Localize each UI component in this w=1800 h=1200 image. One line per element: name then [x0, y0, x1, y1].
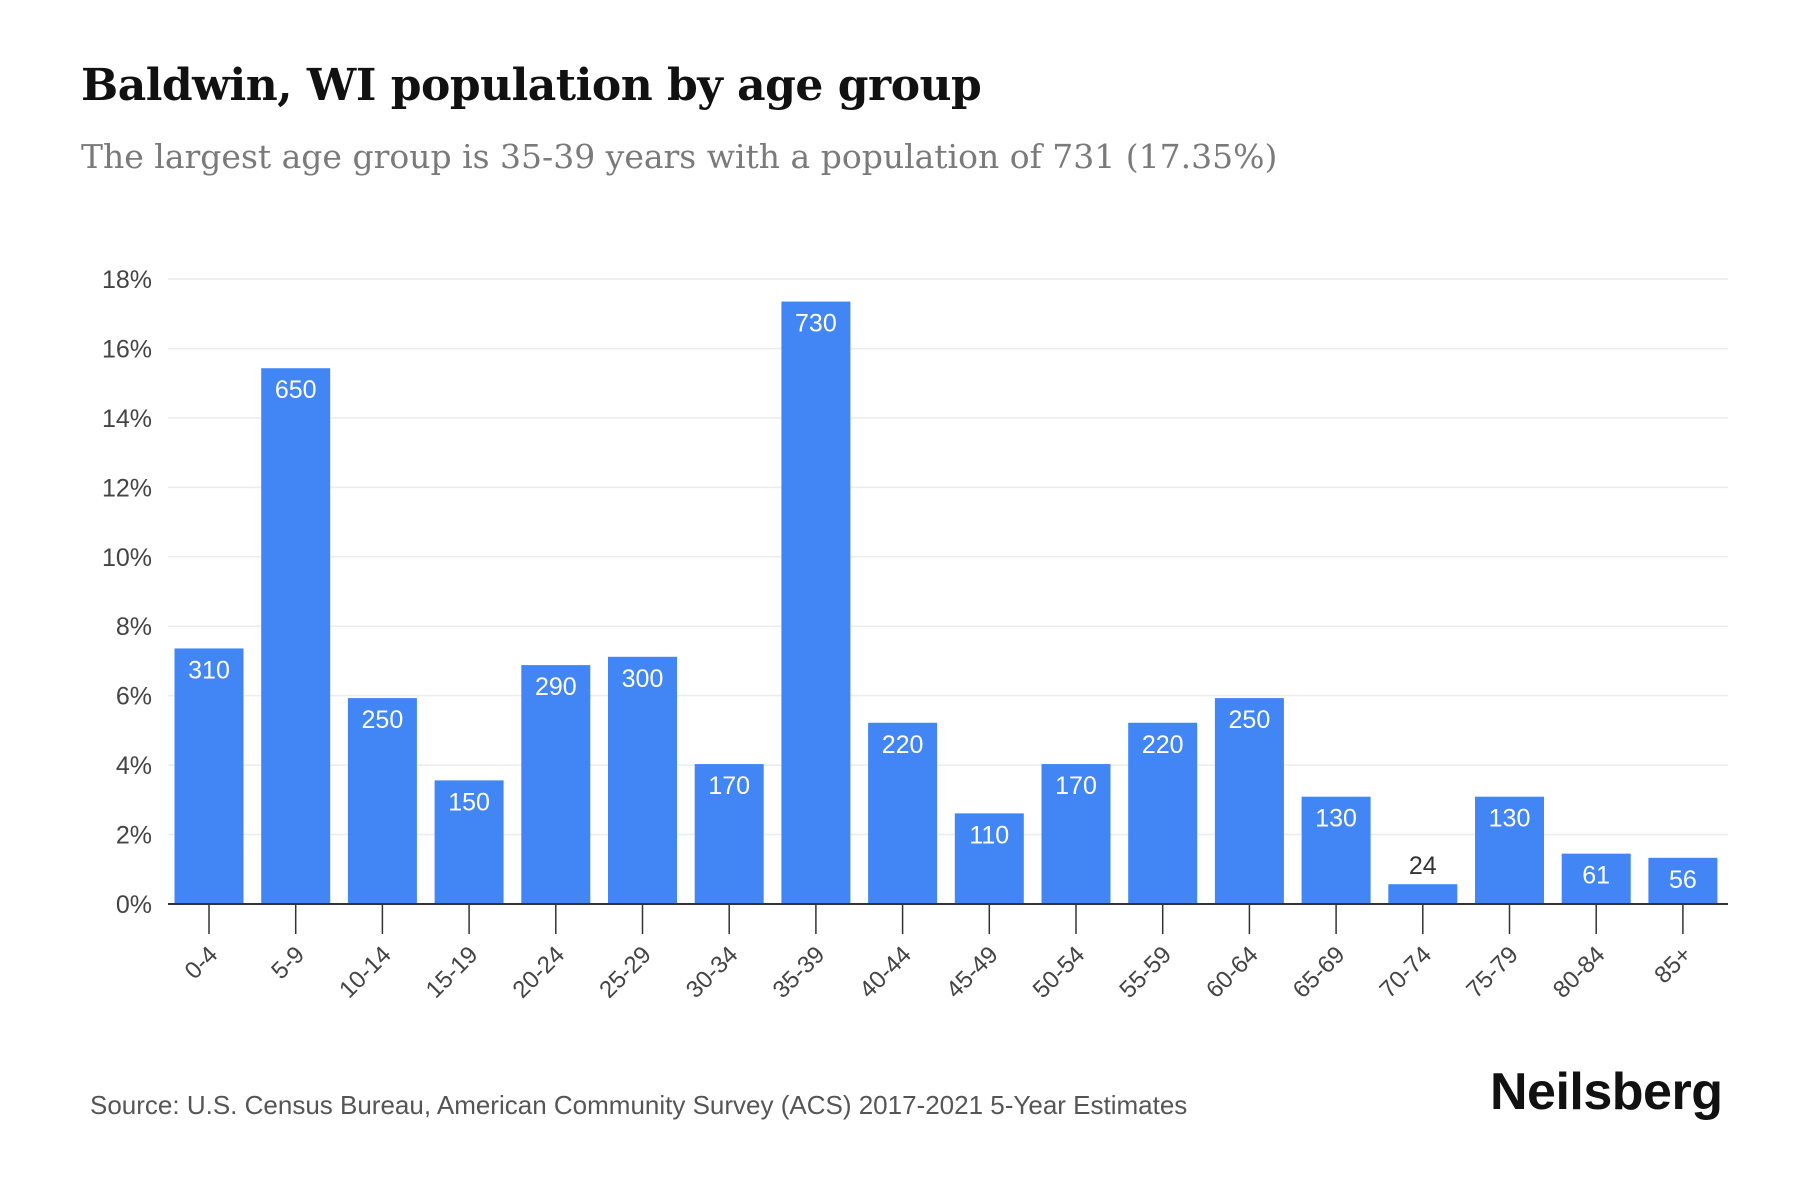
- data-label: 56: [1669, 866, 1697, 894]
- x-axis: [168, 903, 1728, 934]
- y-tick-label: 18%: [102, 266, 152, 294]
- data-label: 650: [275, 376, 317, 404]
- x-tick-label: 70-74: [1375, 941, 1438, 1004]
- chart-subtitle: The largest age group is 35-39 years wit…: [81, 137, 1278, 176]
- data-label: 310: [188, 656, 230, 684]
- data-label: 61: [1582, 862, 1610, 890]
- y-tick-label: 6%: [116, 683, 152, 711]
- data-label: 250: [362, 706, 404, 734]
- x-tick-label: 30-34: [681, 941, 744, 1004]
- bar-85+: [1648, 857, 1718, 904]
- y-tick-label: 0%: [116, 891, 152, 919]
- y-tick-label: 2%: [116, 822, 152, 850]
- x-tick-label: 5-9: [266, 941, 310, 985]
- x-tick-label: 40-44: [854, 941, 917, 1004]
- data-label: 250: [1229, 706, 1271, 734]
- y-tick-label: 16%: [102, 335, 152, 363]
- bar-5-9: [261, 368, 331, 905]
- data-label: 24: [1409, 852, 1437, 880]
- data-label: 170: [1055, 772, 1097, 800]
- data-labels: 310 650 250 150 290 300 170 730 220 110 170 220 250 1…: [188, 310, 1697, 894]
- x-tick-label: 20-24: [508, 941, 571, 1004]
- x-tick-label: 50-54: [1028, 941, 1091, 1004]
- data-label: 730: [795, 310, 837, 338]
- y-tick-label: 12%: [102, 474, 152, 502]
- bar-10-14: [347, 698, 417, 904]
- bar-75-79: [1475, 796, 1544, 904]
- y-tick-label: 4%: [116, 752, 152, 780]
- bar-60-64: [1214, 698, 1284, 904]
- bar-20-24: [521, 665, 591, 904]
- bar-65-69: [1301, 796, 1371, 904]
- x-tick-label: 85+: [1649, 941, 1697, 989]
- x-tick-label: 35-39: [768, 941, 831, 1004]
- data-label: 130: [1489, 805, 1531, 833]
- x-tick-label: 0-4: [180, 941, 224, 985]
- data-label: 130: [1315, 805, 1357, 833]
- chart-title: Baldwin, WI population by age group: [81, 60, 982, 111]
- bar-50-54: [1041, 764, 1111, 904]
- data-label: 220: [882, 731, 924, 759]
- data-label: 170: [708, 772, 750, 800]
- data-label: 220: [1142, 731, 1184, 759]
- data-label: 290: [535, 673, 577, 701]
- bars: [174, 301, 1718, 905]
- y-tick-label: 8%: [116, 613, 152, 641]
- brand-logo: Neilsberg: [1490, 1063, 1723, 1121]
- x-tick-label: 15-19: [421, 941, 484, 1004]
- source-note: Source: U.S. Census Bureau, American Com…: [90, 1090, 1188, 1120]
- x-tick-label: 10-14: [334, 941, 397, 1004]
- bar-35-39: [781, 301, 851, 904]
- y-tick-label: 10%: [102, 544, 152, 572]
- bar-30-34: [694, 764, 764, 904]
- y-tick-label: 14%: [102, 405, 152, 433]
- x-tick-label: 60-64: [1201, 941, 1264, 1004]
- gridlines: [168, 278, 1728, 836]
- y-axis-tick-labels: 0% 2% 4% 6% 8% 10% 12% 14% 16% 18%: [102, 266, 152, 919]
- data-label: 150: [448, 788, 490, 816]
- x-tick-label: 25-29: [594, 941, 657, 1004]
- bar-45-49: [954, 813, 1024, 904]
- x-axis-tick-labels: 0-4 5-9 10-14 15-19 20-24 25-29 30-34 35-39 40-4…: [180, 941, 1698, 1004]
- x-tick-label: 80-84: [1548, 941, 1611, 1004]
- data-label: 110: [969, 821, 1009, 849]
- bar-55-59: [1128, 722, 1198, 904]
- bar-70-74: [1388, 884, 1458, 904]
- x-tick-label: 45-49: [941, 941, 1004, 1004]
- bar-80-84: [1561, 853, 1631, 904]
- x-tick-label: 65-69: [1288, 941, 1351, 1004]
- bar-40-44: [868, 722, 938, 904]
- x-tick-label: 75-79: [1461, 941, 1524, 1004]
- bar-0-4: [174, 648, 244, 904]
- x-tick-label: 55-59: [1114, 941, 1177, 1004]
- bar-25-29: [608, 656, 677, 904]
- data-label: 300: [622, 665, 664, 693]
- bar-15-19: [434, 780, 504, 904]
